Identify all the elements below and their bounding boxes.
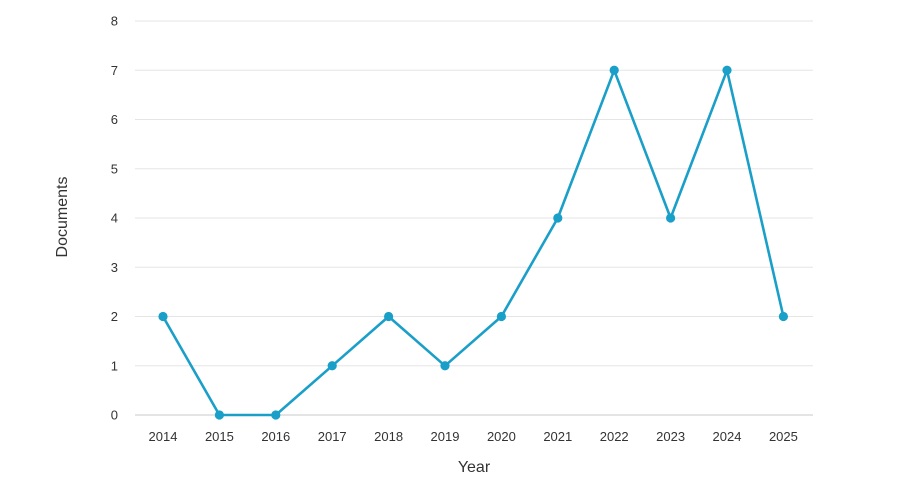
data-point[interactable] bbox=[271, 410, 281, 420]
series-layer bbox=[158, 65, 789, 420]
gridlines bbox=[135, 20, 813, 416]
x-tick-label: 2019 bbox=[431, 429, 460, 444]
data-point[interactable] bbox=[553, 213, 563, 223]
data-point[interactable] bbox=[666, 213, 676, 223]
data-point[interactable] bbox=[214, 410, 224, 420]
y-tick-label: 0 bbox=[111, 408, 118, 423]
x-axis-ticks: 2014 2015 2016 2017 2018 2019 2020 2021 2022 2023… bbox=[149, 429, 798, 444]
x-tick-label: 2018 bbox=[374, 429, 403, 444]
y-tick-label: 1 bbox=[111, 358, 118, 373]
data-point[interactable] bbox=[778, 311, 789, 322]
x-tick-label: 2020 bbox=[487, 429, 516, 444]
y-tick-label: 8 bbox=[111, 14, 118, 29]
y-tick-label: 7 bbox=[111, 63, 118, 78]
y-tick-label: 3 bbox=[111, 260, 118, 275]
data-point[interactable] bbox=[327, 361, 337, 371]
data-point[interactable] bbox=[496, 311, 506, 322]
y-axis-title: Documents bbox=[54, 177, 71, 258]
x-tick-label: 2023 bbox=[656, 429, 685, 444]
x-tick-label: 2016 bbox=[261, 429, 290, 444]
data-point[interactable] bbox=[722, 65, 732, 75]
data-point[interactable] bbox=[384, 311, 394, 322]
x-tick-label: 2025 bbox=[769, 429, 798, 444]
x-tick-label: 2014 bbox=[149, 429, 178, 444]
x-tick-label: 2024 bbox=[713, 429, 742, 444]
data-point[interactable] bbox=[609, 65, 619, 75]
x-axis-title: Year bbox=[458, 459, 491, 476]
y-tick-label: 2 bbox=[111, 309, 118, 324]
series-line bbox=[161, 69, 785, 417]
data-point[interactable] bbox=[158, 311, 168, 322]
x-tick-label: 2015 bbox=[205, 429, 234, 444]
x-tick-label: 2021 bbox=[543, 429, 572, 444]
y-tick-label: 4 bbox=[111, 211, 118, 226]
y-tick-label: 6 bbox=[111, 112, 118, 127]
x-tick-label: 2017 bbox=[318, 429, 347, 444]
y-tick-label: 5 bbox=[111, 161, 118, 176]
data-point[interactable] bbox=[440, 361, 450, 371]
x-tick-label: 2022 bbox=[600, 429, 629, 444]
y-axis-ticks: 0 1 2 3 4 5 6 7 8 bbox=[111, 14, 118, 423]
